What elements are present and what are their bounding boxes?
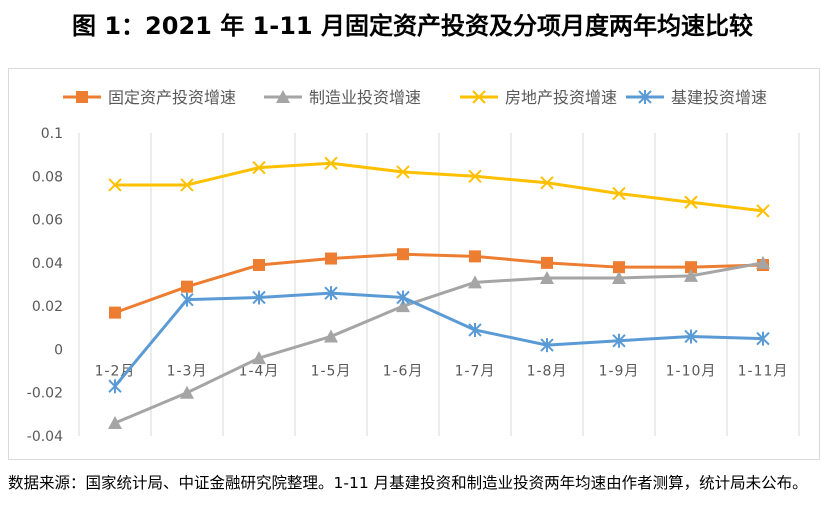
y-tick-label: -0.02 [27, 386, 63, 402]
data-point [756, 331, 770, 346]
data-point [540, 338, 554, 353]
data-point [396, 299, 410, 313]
legend-label: 房地产投资增速 [505, 88, 617, 107]
x-tick-label: 1-10月 [666, 363, 717, 379]
y-tick-label: 0.08 [32, 169, 63, 185]
series-line [113, 291, 764, 388]
data-point [612, 186, 626, 201]
data-point [469, 250, 481, 263]
legend-label: 基建投资增速 [671, 88, 767, 107]
data-point [108, 379, 122, 394]
data-point [396, 290, 410, 305]
data-point [684, 195, 698, 209]
data-point [541, 256, 553, 269]
y-tick-label: 0.02 [32, 299, 63, 315]
data-point [684, 268, 698, 282]
data-point [324, 329, 338, 343]
chart-frame: 0.1 0.08 0.06 0.04 0.02 0 -0.02 -0.04 1-2月 1-3月 1-… [8, 68, 820, 460]
data-point [684, 329, 698, 344]
data-point [252, 351, 266, 365]
data-point [685, 261, 697, 274]
legend-marker [472, 90, 486, 104]
x-tick-label: 1-11月 [738, 363, 789, 379]
data-point [468, 275, 482, 289]
data-point [540, 271, 554, 285]
data-point [180, 178, 194, 192]
data-point [109, 306, 121, 319]
y-tick-label: 0.1 [41, 126, 63, 142]
legend-label: 固定资产投资增速 [108, 88, 236, 107]
legend-marker [638, 90, 652, 104]
line-chart: 0.1 0.08 0.06 0.04 0.02 0 -0.02 -0.04 1-2月 1-3月 1-… [27, 88, 800, 445]
x-tick-label: 1-5月 [311, 363, 352, 379]
data-point [397, 248, 409, 261]
data-point [756, 204, 770, 218]
x-tick-label: 1-3月 [167, 363, 208, 379]
data-point [324, 286, 338, 301]
data-point [468, 322, 482, 337]
x-tick-label: 1-9月 [599, 363, 640, 379]
chart-title: 图 1：2021 年 1-11 月固定资产投资及分项月度两年均速比较 [72, 12, 753, 40]
data-point [613, 261, 625, 274]
data-point [180, 385, 194, 399]
legend-label: 制造业投资增速 [309, 88, 421, 107]
y-tick-label: -0.04 [27, 429, 63, 445]
x-tick-label: 1-8月 [527, 363, 568, 379]
data-point [612, 271, 626, 285]
data-point [756, 255, 770, 269]
y-tick-label: 0 [54, 342, 63, 358]
data-point [324, 156, 338, 171]
y-tick-label: 0.04 [32, 256, 63, 272]
x-tick-label: 1-7月 [455, 363, 496, 379]
data-point [540, 176, 554, 190]
data-point [180, 292, 194, 307]
source-note: 数据来源：国家统计局、中证金融研究院整理。1-11 月基建投资和制造业投资两年均… [8, 474, 808, 492]
data-point [252, 160, 266, 175]
data-point [468, 169, 482, 183]
data-point [325, 252, 337, 265]
series-line [115, 161, 764, 213]
data-point [253, 259, 265, 272]
y-tick-label: 0.06 [32, 213, 63, 229]
data-point [108, 178, 122, 192]
x-tick-label: 1-2月 [95, 363, 136, 379]
legend-marker [76, 91, 88, 103]
series-line [114, 252, 764, 315]
x-tick-label: 1-6月 [383, 363, 424, 379]
data-point [108, 416, 122, 430]
data-point [396, 165, 410, 179]
series-line [114, 261, 764, 425]
data-point [181, 280, 193, 293]
data-point [252, 290, 266, 305]
legend-marker [276, 90, 290, 103]
data-point [612, 333, 626, 348]
x-tick-label: 1-4月 [239, 363, 280, 379]
